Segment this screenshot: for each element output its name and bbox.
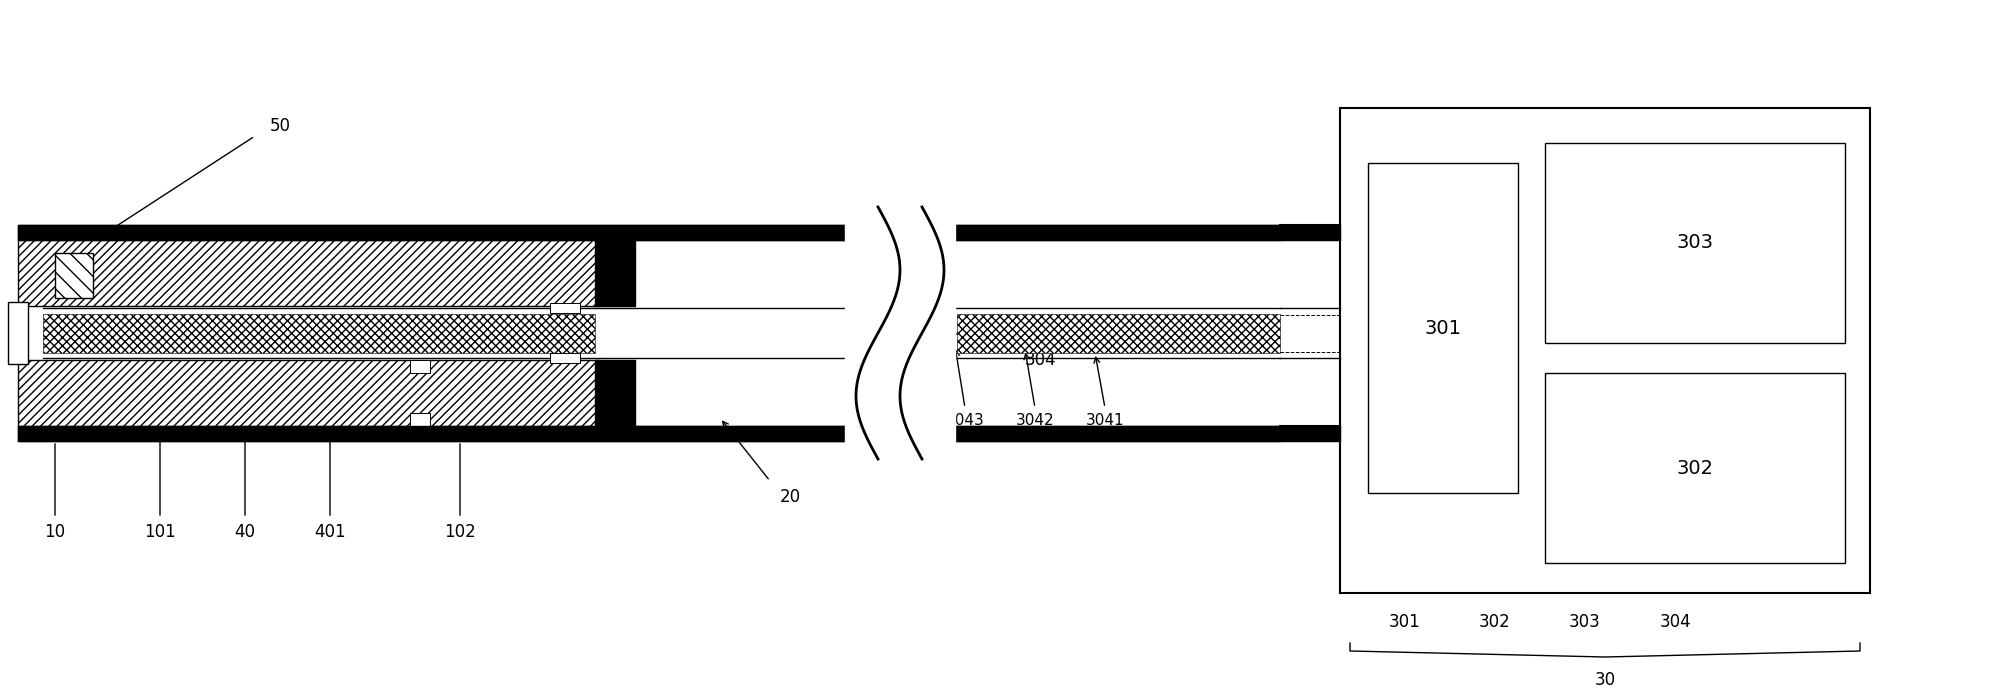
Text: 303: 303	[1676, 234, 1714, 253]
Text: 10: 10	[44, 523, 66, 541]
Bar	[18, 240, 600, 306]
Bar	[1341, 108, 1869, 593]
Bar	[1369, 163, 1518, 493]
Bar	[18, 360, 600, 426]
Text: 101: 101	[144, 523, 176, 541]
Bar	[18, 360, 600, 426]
Text: 40: 40	[235, 523, 255, 541]
Text: 302: 302	[1478, 613, 1510, 631]
Text: 50: 50	[269, 117, 291, 135]
Text: 20: 20	[780, 488, 800, 506]
Bar	[551, 353, 581, 363]
Text: 3041: 3041	[1085, 413, 1125, 428]
Bar	[44, 314, 595, 353]
Text: 304: 304	[1023, 351, 1055, 369]
Bar	[958, 314, 1281, 353]
Bar	[411, 413, 431, 426]
Text: 3043: 3043	[946, 413, 984, 428]
Text: 301: 301	[1424, 318, 1462, 338]
Bar	[1544, 143, 1845, 343]
Bar	[56, 253, 94, 298]
Bar	[1544, 373, 1845, 563]
Text: 30: 30	[1594, 671, 1616, 689]
Bar	[551, 303, 581, 313]
Bar	[56, 253, 94, 298]
Text: 302: 302	[1676, 459, 1714, 477]
Bar	[411, 360, 431, 373]
Text: 304: 304	[1660, 613, 1692, 631]
Bar	[18, 240, 600, 306]
Text: 401: 401	[313, 523, 345, 541]
Text: 303: 303	[1570, 613, 1600, 631]
Text: 301: 301	[1389, 613, 1420, 631]
Text: 3042: 3042	[1015, 413, 1053, 428]
Bar	[8, 302, 28, 364]
Text: 102: 102	[445, 523, 477, 541]
